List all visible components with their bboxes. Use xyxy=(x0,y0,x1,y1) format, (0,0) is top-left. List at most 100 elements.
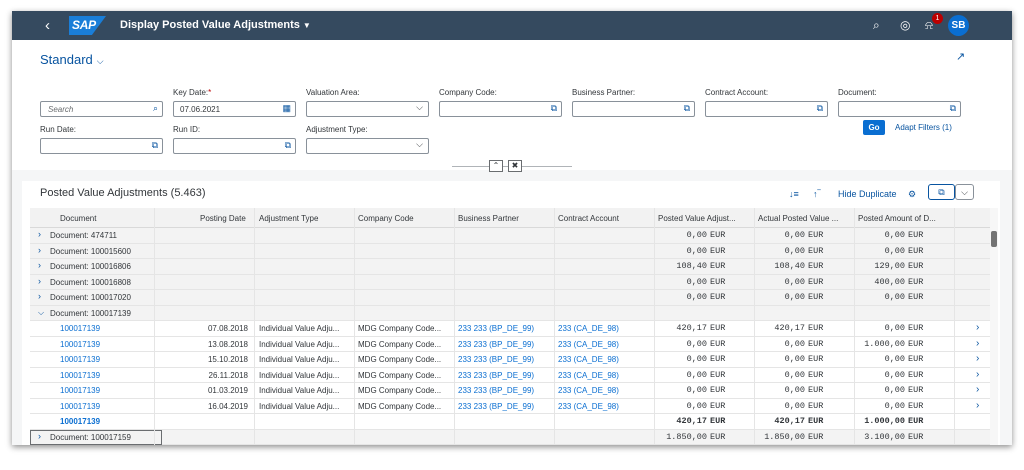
column-header-business-partner[interactable]: Business Partner xyxy=(458,214,519,223)
key-date-field[interactable]: 07.06.2021 ▦ xyxy=(173,101,296,117)
group-row[interactable]: › Document: 100016806 108,40 EUR 108,40 EUR 12… xyxy=(30,259,992,275)
share-icon[interactable]: ↗ xyxy=(956,51,966,63)
table-row[interactable]: 100017139 13.08.2018 Individual Value Adju… xyxy=(30,337,992,352)
contract-account-field[interactable]: ⧉ xyxy=(705,101,828,117)
document-link[interactable]: 100017139 xyxy=(60,355,101,364)
document-link[interactable]: 100017139 xyxy=(60,401,101,411)
export-menu-button[interactable]: ⌵ xyxy=(955,184,974,200)
table-row[interactable]: 100017139 01.03.2019 Individual Value Adju… xyxy=(30,383,992,399)
table-row[interactable]: 100017139 26.11.2018 Individual Value Adju… xyxy=(30,368,992,383)
column-header-contract-account[interactable]: Contract Account xyxy=(558,214,619,223)
column-header-company-code[interactable]: Company Code xyxy=(358,214,414,223)
business-partner-link[interactable]: 233 233 (BP_DE_99) xyxy=(458,401,535,411)
group-row[interactable]: › Document: 100016808 0,00 EUR 0,00 EUR 400,00… xyxy=(30,274,992,290)
column-header-actual-posted-value[interactable]: Actual Posted Value ... xyxy=(758,214,839,223)
avatar[interactable]: SB xyxy=(948,15,969,36)
business-partner-field[interactable]: ⧉ xyxy=(572,101,695,117)
column-header-posted-amount[interactable]: Posted Amount of D... xyxy=(858,214,936,223)
posted-amount-cell: 0,00 xyxy=(884,400,905,411)
contract-account-link[interactable]: 233 (CA_DE_98) xyxy=(558,401,619,411)
export-button[interactable]: ⧉ xyxy=(928,184,955,200)
app-title[interactable]: Display Posted Value Adjustments ▼ xyxy=(120,19,311,31)
chevron-right-icon[interactable]: › xyxy=(38,260,41,270)
value-help-icon[interactable]: ⧉ xyxy=(683,103,690,113)
posted-value-cell: 1.850,00 xyxy=(666,431,707,442)
contract-account-link[interactable]: 233 (CA_DE_98) xyxy=(558,355,619,364)
help-icon[interactable]: ◎ xyxy=(900,18,911,32)
group-row[interactable]: › Document: 474711 0,00 EUR 0,00 EUR 0,00 EUR xyxy=(30,228,992,244)
pin-header-icon[interactable]: ✖ xyxy=(508,160,522,172)
business-partner-link[interactable]: 233 233 (BP_DE_99) xyxy=(458,370,535,380)
chevron-down-icon[interactable]: ⌵ xyxy=(416,139,423,149)
document-field[interactable]: ⧉ xyxy=(838,101,961,117)
column-header-adjustment-type[interactable]: Adjustment Type xyxy=(259,214,319,223)
hide-duplicate-button[interactable]: Hide Duplicate xyxy=(838,189,897,199)
adapt-filters-button[interactable]: Adapt Filters (1) xyxy=(895,123,952,132)
chevron-right-icon[interactable]: › xyxy=(976,322,980,333)
table-row[interactable]: 100017139 16.04.2019 Individual Value Adju… xyxy=(30,399,992,414)
chevron-right-icon[interactable]: › xyxy=(976,368,980,380)
scrollbar-thumb[interactable] xyxy=(991,231,997,247)
subtotal-row[interactable]: 100017139 420,17 EUR 420,17 EUR 1.000,00 EUR xyxy=(30,414,992,430)
document-link[interactable]: 100017139 xyxy=(60,324,101,333)
chevron-right-icon[interactable]: › xyxy=(38,229,41,239)
search-icon[interactable]: ⌕ xyxy=(873,18,880,32)
document-label: Document: xyxy=(838,88,877,97)
column-header-posting-date[interactable]: Posting Date xyxy=(200,214,246,223)
group-row[interactable]: › Document: 100015600 0,00 EUR 0,00 EUR 0,00 EU… xyxy=(30,243,992,259)
chevron-right-icon[interactable]: › xyxy=(38,291,41,301)
calendar-icon[interactable]: ▦ xyxy=(282,103,291,113)
company-code-field[interactable]: ⧉ xyxy=(439,101,562,117)
chevron-right-icon[interactable]: › xyxy=(976,384,980,395)
sap-logo[interactable]: SAP xyxy=(69,16,106,35)
adjustment-type-select[interactable]: ⌵ xyxy=(306,138,429,154)
document-link[interactable]: 100017139 xyxy=(60,386,101,395)
run-date-field[interactable]: ⧉ xyxy=(40,138,163,154)
document-link[interactable]: 100017139 xyxy=(60,370,101,380)
contract-account-link[interactable]: 233 (CA_DE_98) xyxy=(558,386,619,395)
business-partner-link[interactable]: 233 233 (BP_DE_99) xyxy=(458,386,535,395)
chevron-right-icon[interactable]: › xyxy=(38,275,41,286)
column-header-posted-value[interactable]: Posted Value Adjust... xyxy=(658,214,736,223)
chevron-right-icon[interactable]: › xyxy=(976,399,980,411)
bell-icon[interactable]: ⍾ xyxy=(925,18,933,32)
value-help-icon[interactable]: ⧉ xyxy=(284,140,291,150)
chevron-right-icon[interactable]: › xyxy=(38,244,41,255)
go-button[interactable]: Go xyxy=(863,120,885,135)
column-header-document[interactable]: Document xyxy=(60,214,97,223)
business-partner-link[interactable]: 233 233 (BP_DE_99) xyxy=(458,355,535,364)
contract-account-link[interactable]: 233 (CA_DE_98) xyxy=(558,324,619,333)
back-icon[interactable]: ‹ xyxy=(45,17,50,34)
value-help-icon[interactable]: ⧉ xyxy=(550,103,557,113)
group-row[interactable]: › Document: 100017020 0,00 EUR 0,00 EUR 0,00 EU… xyxy=(30,290,992,306)
chevron-right-icon[interactable]: › xyxy=(976,353,980,364)
chevron-right-icon[interactable]: › xyxy=(976,337,980,349)
sort-ascending-icon[interactable]: ↑‾ xyxy=(813,189,821,199)
key-date-label-text: Key Date: xyxy=(173,88,209,97)
collapse-header-icon[interactable]: ⌃ xyxy=(489,160,503,172)
search-input[interactable]: Search ⌕ xyxy=(40,101,163,117)
value-help-icon[interactable]: ⧉ xyxy=(949,103,956,113)
group-row[interactable]: › Document: 100017159 1.850,00 EUR 1.850,00 E… xyxy=(30,429,992,445)
sort-descending-icon[interactable]: ↓≡ xyxy=(789,189,799,199)
table-row[interactable]: 100017139 15.10.2018 Individual Value Adju… xyxy=(30,352,992,368)
chevron-down-icon[interactable]: ⌵ xyxy=(38,307,45,317)
business-partner-link[interactable]: 233 233 (BP_DE_99) xyxy=(458,339,535,349)
value-help-icon[interactable]: ⧉ xyxy=(151,140,158,150)
search-icon[interactable]: ⌕ xyxy=(152,103,158,113)
company-code-cell: MDG Company Code... xyxy=(358,355,442,364)
vertical-scrollbar[interactable] xyxy=(990,208,998,445)
variant-selector[interactable]: Standard ⌵ xyxy=(40,52,104,67)
valuation-area-select[interactable]: ⌵ xyxy=(306,101,429,117)
contract-account-link[interactable]: 233 (CA_DE_98) xyxy=(558,370,619,380)
document-link[interactable]: 100017139 xyxy=(60,339,101,349)
chevron-down-icon[interactable]: ⌵ xyxy=(416,102,423,112)
run-id-field[interactable]: ⧉ xyxy=(173,138,296,154)
settings-icon[interactable]: ⚙ xyxy=(908,189,917,199)
contract-account-link[interactable]: 233 (CA_DE_98) xyxy=(558,339,619,349)
chevron-right-icon[interactable]: › xyxy=(38,430,41,441)
table-row[interactable]: 100017139 07.08.2018 Individual Value Adju… xyxy=(30,321,992,337)
business-partner-link[interactable]: 233 233 (BP_DE_99) xyxy=(458,324,535,333)
value-help-icon[interactable]: ⧉ xyxy=(816,103,823,113)
group-row[interactable]: ⌵ Document: 100017139 xyxy=(30,305,992,321)
